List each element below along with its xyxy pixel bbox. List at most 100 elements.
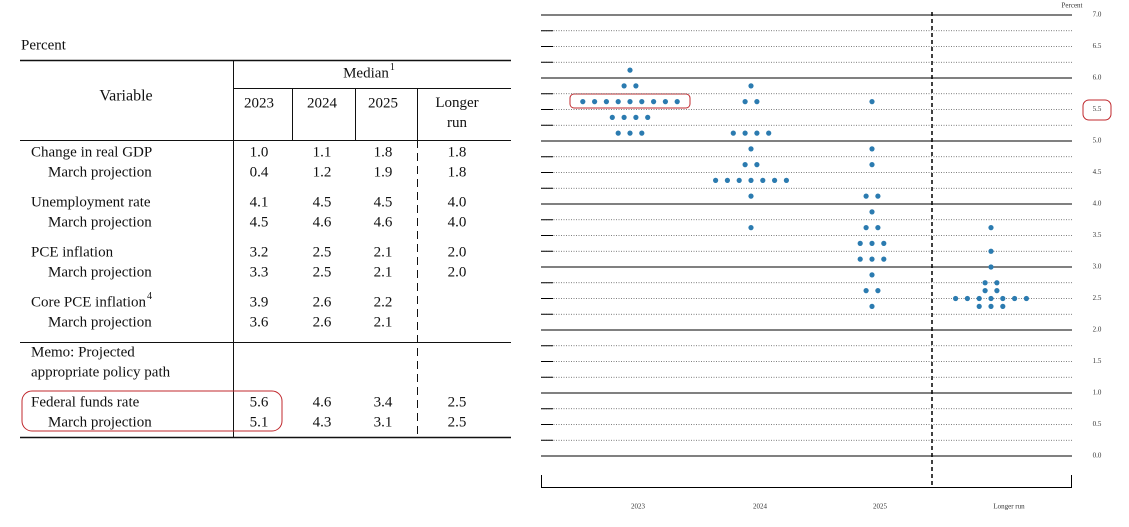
cell: 4.5: [313, 194, 332, 210]
x-tick-label: Longer run: [993, 503, 1025, 511]
dot: [662, 99, 669, 105]
row-label: March projection: [48, 314, 152, 330]
dot: [772, 177, 778, 183]
dot: [1023, 295, 1029, 302]
memo-label: appropriate policy path: [31, 364, 171, 380]
dot: [982, 288, 988, 294]
cell: 1.8: [448, 164, 467, 180]
memo-label: Memo: Projected: [31, 344, 135, 360]
dot: [609, 114, 615, 120]
cell: 2.1: [374, 264, 393, 280]
x-tick-label: 2025: [873, 503, 888, 511]
cell: 3.1: [374, 414, 393, 430]
dot: [982, 280, 988, 286]
y-tick-label: 3.0: [1093, 263, 1102, 271]
dot: [783, 177, 790, 183]
dot: [627, 67, 633, 73]
dot: [615, 130, 621, 136]
cell: 4.5: [374, 194, 393, 210]
cell: 4.3: [313, 414, 332, 430]
table-rules: [20, 59, 511, 439]
y-tick-label: 5.5: [1093, 105, 1102, 113]
dot: [976, 303, 982, 309]
column-header: Longer run: [435, 95, 478, 131]
dot: [881, 240, 887, 246]
cell: 3.4: [374, 394, 393, 410]
dot: [621, 114, 627, 120]
cell: 2.5: [313, 244, 332, 260]
dot-plot: 0.0 0.5 1.0 1.5 2.0 2.5 3.0 3.5 4.0 4.5 5.0 5.5 6.0 6…: [541, 11, 1102, 511]
cell: 1.0: [250, 144, 269, 160]
cell: 2.1: [374, 314, 393, 330]
dot: [766, 130, 772, 136]
cell: 4.6: [313, 394, 332, 410]
dot: [988, 295, 994, 302]
dot: [639, 99, 645, 105]
row-label: PCE inflation: [31, 244, 114, 260]
dot: [988, 225, 994, 231]
cell: 2.6: [313, 294, 332, 310]
cell: 2.5: [313, 264, 332, 280]
dot: [627, 130, 633, 136]
dot: [863, 193, 869, 199]
dot: [857, 256, 863, 262]
dot: [863, 288, 869, 294]
cell: 5.1: [250, 414, 269, 430]
dot: [603, 99, 610, 105]
dot: [869, 240, 875, 246]
cell: 4.6: [374, 214, 393, 230]
dot: [857, 240, 863, 246]
dot: [863, 225, 869, 231]
y-tick-label: 4.5: [1093, 168, 1102, 176]
y-tick-label: 7.0: [1093, 11, 1102, 19]
cell: 3.9: [250, 294, 269, 310]
dot: [645, 114, 651, 120]
dot: [748, 177, 754, 183]
column-header: 2024: [307, 95, 338, 111]
cell: 2.6: [313, 314, 332, 330]
cell: 3.3: [250, 264, 269, 280]
dot: [988, 303, 994, 309]
dot: [730, 130, 736, 136]
cell: 2.1: [374, 244, 393, 260]
y-tick-label: 1.0: [1093, 389, 1102, 397]
cell: 4.1: [250, 194, 269, 210]
dot: [748, 193, 754, 199]
cell: 1.9: [374, 164, 393, 180]
dot: [615, 99, 621, 105]
dot: [754, 162, 760, 168]
dot: [988, 248, 994, 254]
cell: 2.2: [374, 294, 393, 310]
dot: [748, 225, 754, 231]
cell: 1.2: [313, 164, 332, 180]
y-tick-label: 3.5: [1093, 231, 1102, 239]
cell: 4.0: [448, 214, 467, 230]
dot: [988, 264, 994, 270]
column-header: 2023: [244, 95, 274, 111]
dot: [742, 162, 748, 168]
y-tick-label: 2.5: [1093, 294, 1102, 302]
dot: [875, 193, 881, 199]
cell: 2.5: [448, 394, 467, 410]
row-label: Federal funds rate: [31, 394, 140, 410]
dot: [869, 256, 875, 262]
dot: [875, 225, 881, 231]
dot: [580, 99, 586, 105]
row-label: Core PCE inflation: [31, 294, 146, 310]
dot: [754, 99, 760, 105]
dot: [869, 209, 875, 215]
dot: [674, 99, 680, 105]
y-tick-label: 6.5: [1093, 42, 1102, 50]
row-label: March projection: [48, 414, 152, 430]
dot: [869, 146, 875, 152]
row-label: Change in real GDP: [31, 144, 152, 160]
table-unit: Percent: [21, 37, 67, 53]
row-label: March projection: [48, 164, 152, 180]
table-body: 2023 2024 2025 Longer run Change in real GDP 1…: [31, 95, 479, 430]
cell: 1.1: [313, 144, 332, 160]
median-header: Median: [343, 65, 389, 81]
dot: [754, 130, 760, 136]
y-tick-label: 1.5: [1093, 357, 1102, 365]
cell: 2.0: [448, 244, 467, 260]
dot: [869, 162, 875, 168]
